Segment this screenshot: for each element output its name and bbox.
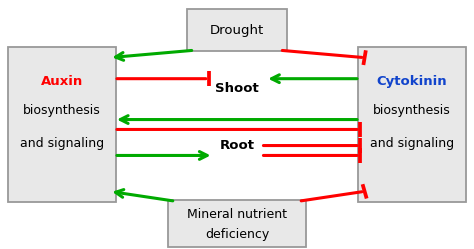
- Text: and signaling: and signaling: [370, 136, 454, 150]
- FancyBboxPatch shape: [8, 47, 117, 202]
- FancyBboxPatch shape: [168, 200, 306, 247]
- Text: Drought: Drought: [210, 24, 264, 37]
- Text: deficiency: deficiency: [205, 228, 269, 241]
- Text: biosynthesis: biosynthesis: [23, 104, 101, 117]
- FancyBboxPatch shape: [187, 9, 287, 52]
- Text: and signaling: and signaling: [20, 136, 104, 150]
- Text: biosynthesis: biosynthesis: [373, 104, 451, 117]
- Text: Root: Root: [219, 139, 255, 152]
- Text: Auxin: Auxin: [41, 75, 83, 88]
- Text: Shoot: Shoot: [215, 82, 259, 95]
- FancyBboxPatch shape: [357, 47, 466, 202]
- Text: Mineral nutrient: Mineral nutrient: [187, 208, 287, 221]
- Text: Cytokinin: Cytokinin: [376, 75, 447, 88]
